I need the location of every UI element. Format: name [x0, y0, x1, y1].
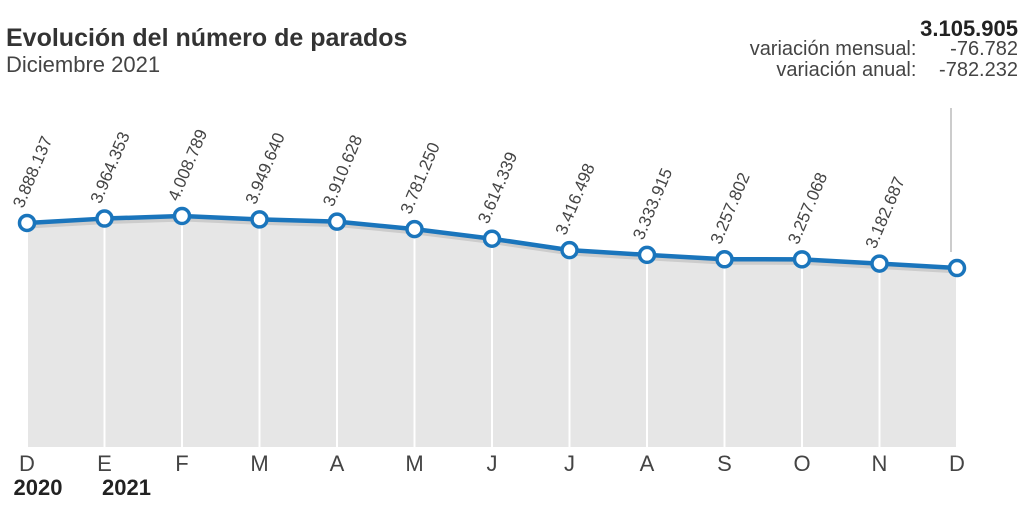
x-tick-label: J	[564, 451, 575, 476]
data-label: 3.257.068	[784, 170, 831, 247]
data-label: 3.416.498	[552, 161, 599, 238]
data-label: 4.008.789	[164, 127, 211, 204]
data-label: 3.910.628	[319, 132, 366, 209]
data-point	[715, 250, 734, 269]
data-point	[95, 209, 114, 228]
year-label: 2020	[14, 475, 63, 500]
annual-variation: variación anual: -782.232	[750, 60, 1018, 81]
x-tick-label: O	[793, 451, 810, 476]
data-point	[327, 212, 347, 231]
annual-variation-value: -782.232	[939, 59, 1018, 81]
x-tick-label: D	[19, 451, 35, 476]
data-point	[560, 240, 579, 260]
data-label: 3.257.802	[707, 170, 754, 247]
annual-variation-label: variación anual:	[776, 59, 917, 81]
summary-box: 3.105.905 variación mensual: -76.782 var…	[750, 18, 1018, 81]
chart-title: Evolución del número de parados	[6, 24, 408, 52]
data-label: 3.333.915	[629, 165, 676, 242]
x-tick-label: A	[330, 451, 345, 476]
x-tick-label: N	[872, 451, 888, 476]
data-label: 3.182.687	[862, 174, 909, 251]
data-point	[482, 229, 502, 248]
data-point	[637, 245, 657, 265]
x-tick-label: M	[250, 451, 268, 476]
data-point	[947, 258, 967, 278]
data-point	[870, 254, 889, 273]
data-label: 3.888.137	[9, 133, 56, 210]
year-label: 2021	[102, 475, 151, 500]
x-tick-label: A	[640, 451, 655, 476]
x-tick-label: J	[487, 451, 498, 476]
monthly-variation-value: -76.782	[950, 38, 1018, 60]
x-tick-label: D	[949, 451, 965, 476]
monthly-variation: variación mensual: -76.782	[750, 39, 1018, 60]
latest-value: 3.105.905	[920, 16, 1018, 41]
data-point	[172, 206, 192, 226]
x-tick-label: M	[405, 451, 423, 476]
x-tick-label: E	[97, 451, 112, 476]
chart-subtitle: Diciembre 2021	[6, 52, 161, 77]
data-point	[250, 210, 269, 229]
data-label: 3.949.640	[242, 130, 289, 207]
data-point	[792, 250, 812, 269]
x-tick-label: S	[717, 451, 732, 476]
monthly-variation-label: variación mensual:	[749, 38, 917, 60]
x-tick-label: F	[175, 451, 188, 476]
data-label: 3.614.339	[474, 149, 521, 226]
data-label: 3.964.353	[87, 129, 134, 206]
data-label: 3.781.250	[397, 140, 444, 217]
data-point	[17, 213, 37, 233]
data-point	[405, 219, 424, 239]
